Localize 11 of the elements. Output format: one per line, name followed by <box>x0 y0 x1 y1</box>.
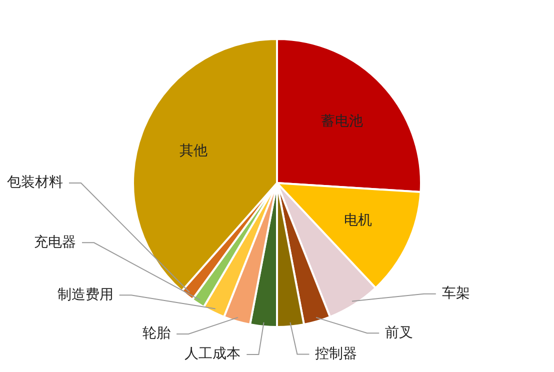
slice-label: 电机 <box>344 212 372 229</box>
slice-label: 轮胎 <box>142 326 171 342</box>
slice-label: 其他 <box>179 143 208 160</box>
slice-label: 控制器 <box>315 346 358 362</box>
slice-label: 车架 <box>442 286 470 302</box>
slice-label: 充电器 <box>34 234 76 250</box>
slice-label: 包装材料 <box>7 174 63 191</box>
slice-label: 前叉 <box>385 324 414 341</box>
slice-label: 蓄电池 <box>321 114 364 130</box>
slice-label: 制造费用 <box>57 286 114 303</box>
slice-label: 人工成本 <box>184 346 241 362</box>
